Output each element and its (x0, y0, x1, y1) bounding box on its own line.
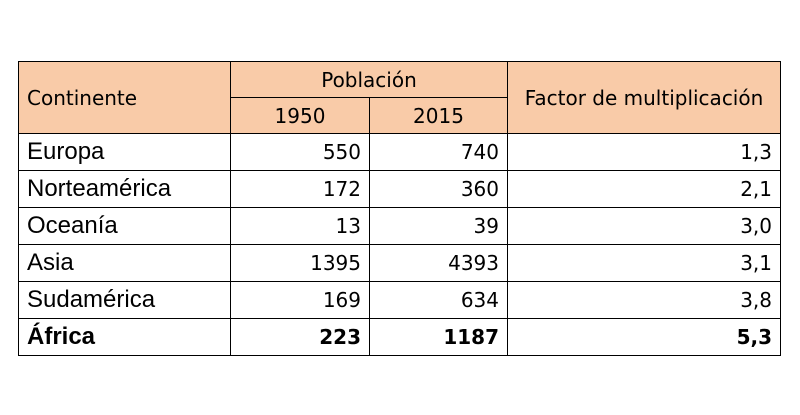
cell-factor: 2,1 (507, 170, 781, 208)
cell-continent: Norteamérica (18, 170, 231, 208)
cell-pop-1950: 13 (230, 207, 370, 245)
header-year-1950: 1950 (230, 97, 370, 134)
cell-pop-2015: 1187 (369, 318, 508, 356)
cell-factor: 5,3 (507, 318, 781, 356)
cell-pop-2015: 4393 (369, 244, 508, 282)
cell-continent: Sudamérica (18, 281, 231, 319)
cell-pop-1950: 1395 (230, 244, 370, 282)
population-table: Continente Población Factor de multiplic… (18, 61, 781, 356)
table-body: Europa 550 740 1,3 Norteamérica 172 360 … (18, 133, 781, 356)
header-row-years: 1950 2015 (19, 97, 781, 134)
cell-pop-2015: 360 (369, 170, 508, 208)
cell-factor: 1,3 (507, 133, 781, 171)
table-row: Norteamérica 172 360 2,1 (18, 170, 781, 208)
header-year-2015: 2015 (369, 97, 508, 134)
cell-pop-2015: 39 (369, 207, 508, 245)
cell-factor: 3,0 (507, 207, 781, 245)
cell-pop-1950: 223 (230, 318, 370, 356)
header-factor: Factor de multiplicación (507, 61, 781, 134)
table-header: Continente Población Factor de multiplic… (18, 61, 781, 134)
header-poblacion: Población (230, 61, 508, 98)
cell-continent: Asia (18, 244, 231, 282)
header-continent: Continente (18, 61, 231, 134)
cell-continent: África (18, 318, 231, 356)
cell-factor: 3,1 (507, 244, 781, 282)
cell-pop-2015: 634 (369, 281, 508, 319)
cell-factor: 3,8 (507, 281, 781, 319)
cell-pop-1950: 172 (230, 170, 370, 208)
table-row: Sudamérica 169 634 3,8 (18, 281, 781, 319)
cell-continent: Europa (18, 133, 231, 171)
table-row-highlighted: África 223 1187 5,3 (18, 318, 781, 356)
table-row: Asia 1395 4393 3,1 (18, 244, 781, 282)
cell-pop-2015: 740 (369, 133, 508, 171)
table-row: Europa 550 740 1,3 (18, 133, 781, 171)
cell-pop-1950: 169 (230, 281, 370, 319)
header-row-top: Continente Población Factor de multiplic… (18, 61, 781, 134)
table-row: Oceanía 13 39 3,0 (18, 207, 781, 245)
cell-pop-1950: 550 (230, 133, 370, 171)
cell-continent: Oceanía (18, 207, 231, 245)
